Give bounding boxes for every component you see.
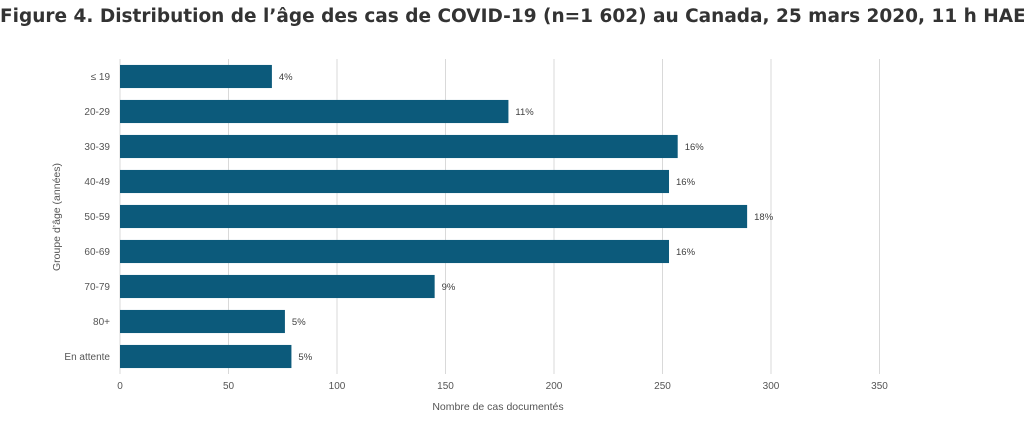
x-tick-100: 100 (329, 381, 346, 392)
bar-0 (120, 64, 272, 89)
data-labels: 4% 11% 16% 16% 18% 16% 9% 5% 5% (279, 72, 774, 363)
data-label: 16% (676, 247, 696, 258)
bars (120, 64, 748, 369)
data-label: 11% (515, 107, 534, 118)
category-label: 40-49 (84, 177, 110, 188)
category-labels: ≤ 19 20-29 30-39 40-49 50-59 60-69 70-79 80+ En … (64, 72, 110, 363)
data-label: 16% (676, 177, 696, 188)
category-label: 30-39 (84, 142, 110, 153)
bar-7 (120, 309, 285, 334)
data-label: 5% (298, 352, 312, 363)
y-axis-title: Groupe d’âge (années) (51, 163, 63, 271)
x-tick-150: 150 (437, 381, 454, 392)
bar-8 (120, 344, 292, 369)
bar-1 (120, 99, 509, 124)
bar-4 (120, 204, 748, 229)
category-label: 60-69 (84, 247, 110, 258)
bar-2 (120, 134, 678, 159)
category-label: En attente (64, 352, 110, 363)
bar-3 (120, 169, 670, 194)
category-label: 70-79 (84, 282, 110, 293)
bar-6 (120, 274, 435, 299)
x-axis-title: Nombre de cas documentés (432, 401, 563, 413)
x-tick-300: 300 (763, 381, 780, 392)
category-label: 50-59 (84, 212, 110, 223)
x-tick-250: 250 (654, 381, 671, 392)
data-label: 4% (279, 72, 293, 83)
x-tick-0: 0 (117, 381, 123, 392)
chart-title: Figure 4. Distribution de l’âge des cas … (0, 6, 1024, 27)
data-label: 16% (685, 142, 705, 153)
category-label: ≤ 19 (91, 72, 111, 83)
x-tick-200: 200 (546, 381, 563, 392)
x-tick-350: 350 (871, 381, 888, 392)
data-label: 5% (292, 317, 306, 328)
x-tick-50: 50 (223, 381, 235, 392)
bar-5 (120, 239, 670, 264)
data-label: 18% (754, 212, 774, 223)
x-tick-labels: 0 50 100 150 200 250 300 350 (117, 381, 888, 392)
data-label: 9% (442, 282, 456, 293)
category-label: 80+ (93, 317, 110, 328)
category-label: 20-29 (84, 107, 110, 118)
